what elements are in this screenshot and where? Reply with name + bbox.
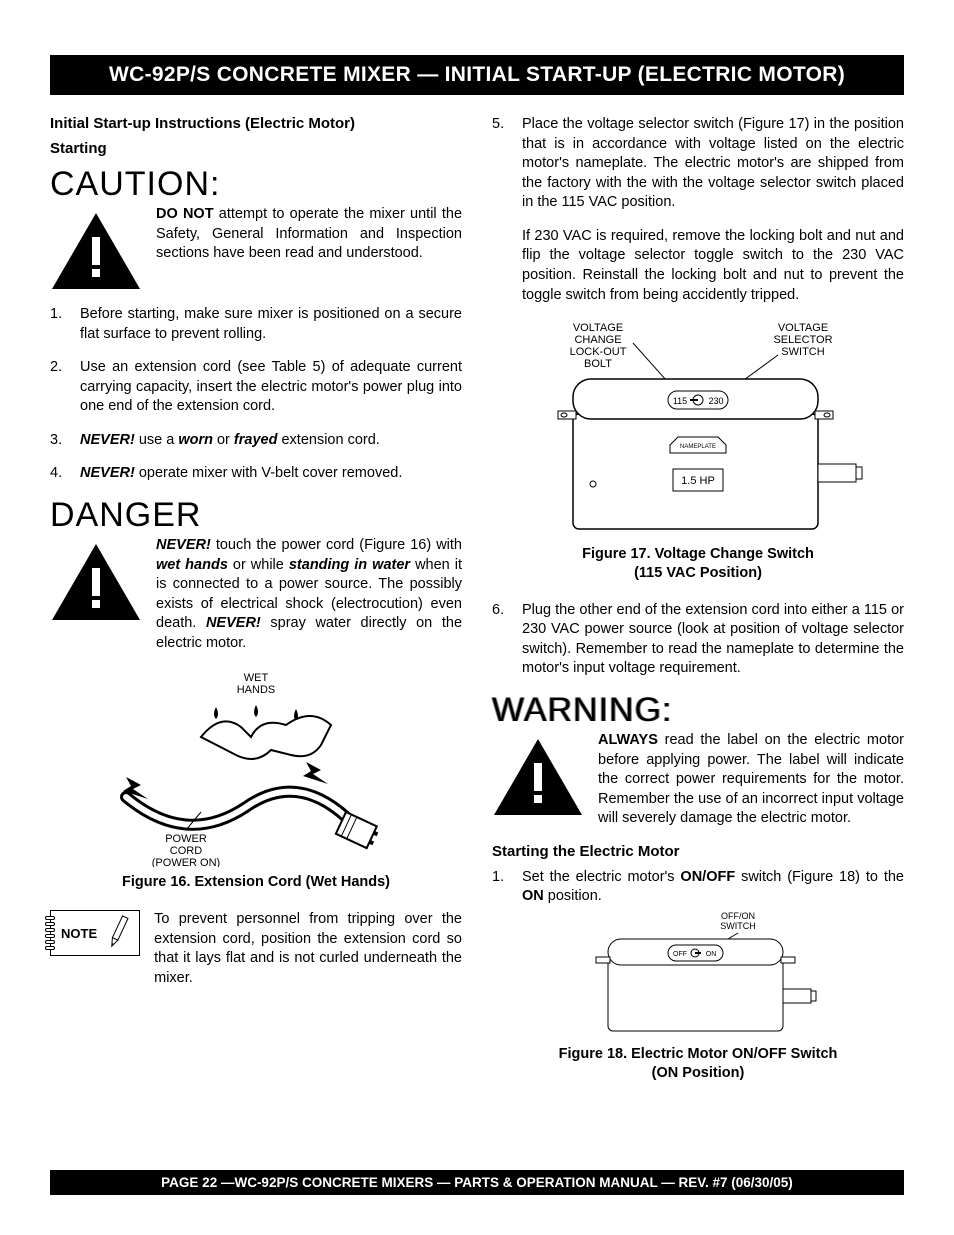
figure-17-svg: VOLTAGE CHANGE LOCK-OUT BOLT VOLTAGE SEL… — [518, 319, 878, 539]
steps-list-b2: Plug the other end of the extension cord… — [492, 601, 904, 679]
step-2: Use an extension cord (see Table 5) of a… — [50, 358, 462, 417]
figure-17-caption: Figure 17. Voltage Change Switch(115 VAC… — [492, 545, 904, 583]
step-4: NEVER! operate mixer with V-belt cover r… — [50, 464, 462, 484]
svg-text:ON: ON — [706, 951, 717, 958]
section-heading: Initial Start-up Instructions (Electric … — [50, 115, 462, 132]
svg-text:LOCK-OUT: LOCK-OUT — [570, 346, 627, 358]
caution-text: DO NOT attempt to operate the mixer unti… — [156, 205, 462, 264]
svg-text:115: 115 — [673, 396, 687, 406]
svg-text:SWITCH: SWITCH — [720, 921, 756, 931]
note-text: To prevent personnel from tripping over … — [154, 910, 462, 988]
svg-text:BOLT: BOLT — [584, 358, 612, 370]
danger-text: NEVER! touch the power cord (Figure 16) … — [156, 536, 462, 653]
svg-text:230: 230 — [708, 396, 723, 406]
danger-block: NEVER! touch the power cord (Figure 16) … — [50, 536, 462, 653]
figure-18-svg: OFF/ON SWITCH OFF ON — [568, 909, 828, 1039]
wet-hands-label: WET — [244, 672, 269, 684]
svg-text:CHANGE: CHANGE — [574, 334, 621, 346]
warning-triangle-icon — [50, 211, 142, 291]
svg-text:CORD: CORD — [170, 845, 202, 857]
warning-triangle-icon — [50, 542, 142, 622]
warning-text: ALWAYS read the label on the electric mo… — [598, 731, 904, 829]
content-columns: Initial Start-up Instructions (Electric … — [50, 115, 904, 1101]
figure-16-caption: Figure 16. Extension Cord (Wet Hands) — [50, 873, 462, 892]
title-bar: WC-92P/S CONCRETE MIXER — INITIAL START-… — [50, 55, 904, 95]
svg-text:SWITCH: SWITCH — [781, 346, 824, 358]
svg-text:POWER: POWER — [165, 833, 207, 845]
start-motor-heading: Starting the Electric Motor — [492, 843, 904, 860]
spiral-binding-icon — [45, 916, 55, 950]
note-label: NOTE — [61, 926, 97, 941]
start-step-1: Set the electric motor's ON/OFF switch (… — [492, 868, 904, 907]
svg-text:OFF/ON: OFF/ON — [721, 911, 755, 921]
warning-triangle-icon — [492, 737, 584, 817]
svg-text:SELECTOR: SELECTOR — [773, 334, 832, 346]
caution-label: CAUTION: — [50, 167, 462, 201]
step-3: NEVER! use a worn or frayed extension co… — [50, 431, 462, 451]
step-6: Plug the other end of the extension cord… — [492, 601, 904, 679]
svg-text:(POWER ON): (POWER ON) — [152, 857, 220, 867]
note-block: NOTE To prevent personnel from tripping … — [50, 910, 462, 988]
svg-text:VOLTAGE: VOLTAGE — [778, 322, 828, 334]
figure-18-caption: Figure 18. Electric Motor ON/OFF Switch(… — [492, 1045, 904, 1083]
figure-16: WET HANDS — [50, 667, 462, 867]
steps-list-a: Before starting, make sure mixer is posi… — [50, 305, 462, 484]
right-column: Place the voltage selector switch (Figur… — [492, 115, 904, 1101]
figure-17: VOLTAGE CHANGE LOCK-OUT BOLT VOLTAGE SEL… — [492, 319, 904, 539]
para-230vac: If 230 VAC is required, remove the locki… — [492, 227, 904, 305]
svg-text:NAMEPLATE: NAMEPLATE — [680, 444, 716, 450]
note-box: NOTE — [50, 910, 140, 956]
warning-block: ALWAYS read the label on the electric mo… — [492, 731, 904, 829]
warning-label: WARNING: — [492, 693, 904, 727]
caution-block: DO NOT attempt to operate the mixer unti… — [50, 205, 462, 291]
steps-list-b: Place the voltage selector switch (Figur… — [492, 115, 904, 213]
figure-18: OFF/ON SWITCH OFF ON — [492, 909, 904, 1039]
danger-label: DANGER — [50, 498, 462, 532]
step-1: Before starting, make sure mixer is posi… — [50, 305, 462, 344]
figure-16-svg: WET HANDS — [106, 667, 406, 867]
svg-text:OFF: OFF — [673, 951, 687, 958]
footer-bar: PAGE 22 —WC-92P/S CONCRETE MIXERS — PART… — [50, 1170, 904, 1195]
pencil-icon — [107, 914, 131, 952]
subsection-heading: Starting — [50, 140, 462, 157]
svg-text:1.5 HP: 1.5 HP — [681, 475, 715, 487]
svg-text:VOLTAGE: VOLTAGE — [573, 322, 623, 334]
step-5: Place the voltage selector switch (Figur… — [492, 115, 904, 213]
steps-list-c: Set the electric motor's ON/OFF switch (… — [492, 868, 904, 907]
left-column: Initial Start-up Instructions (Electric … — [50, 115, 462, 1101]
svg-text:HANDS: HANDS — [237, 684, 276, 696]
